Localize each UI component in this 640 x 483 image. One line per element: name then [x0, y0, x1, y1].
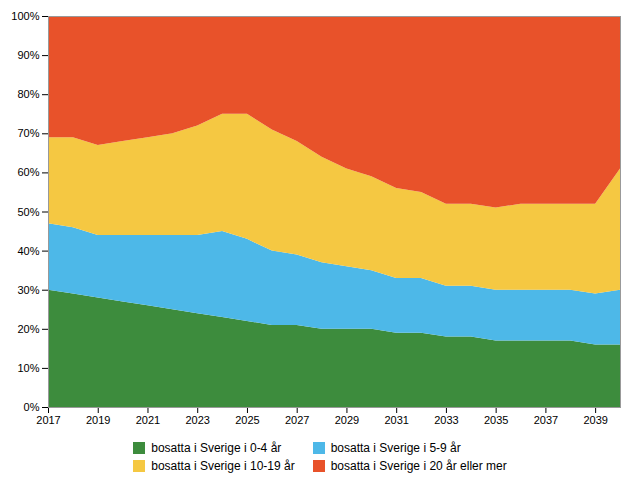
svg-text:70%: 70%: [17, 127, 39, 139]
svg-text:2019: 2019: [86, 414, 110, 426]
svg-text:2039: 2039: [583, 414, 607, 426]
svg-text:80%: 80%: [17, 88, 39, 100]
svg-text:2037: 2037: [534, 414, 558, 426]
svg-text:40%: 40%: [17, 245, 39, 257]
svg-text:2021: 2021: [136, 414, 160, 426]
html-text:bosatta i Sverige i 10-19 år: bosatta i Sverige i 10-19 år: [151, 459, 295, 473]
svg-text:2035: 2035: [484, 414, 508, 426]
svg-text:2031: 2031: [384, 414, 408, 426]
svg-text:0%: 0%: [24, 401, 40, 413]
svg-text:60%: 60%: [17, 166, 39, 178]
svg-text:90%: 90%: [17, 49, 39, 61]
svg-text:20%: 20%: [17, 323, 39, 335]
svg-text:10%: 10%: [17, 362, 39, 374]
svg-text:2029: 2029: [335, 414, 359, 426]
svg-text:2023: 2023: [185, 414, 209, 426]
svg-text:2025: 2025: [235, 414, 259, 426]
svg-text:30%: 30%: [17, 284, 39, 296]
svg-text:100%: 100%: [11, 10, 39, 22]
svg-text:50%: 50%: [17, 206, 39, 218]
html-text:bosatta i Sverige i 5-9 år: bosatta i Sverige i 5-9 år: [330, 441, 461, 455]
html-text:bosatta i Sverige i 20 år elle: bosatta i Sverige i 20 år eller mer: [330, 459, 507, 473]
svg-text:2027: 2027: [285, 414, 309, 426]
html-text:bosatta i Sverige i 0-4 år: bosatta i Sverige i 0-4 år: [151, 441, 282, 455]
svg-text:2033: 2033: [434, 414, 458, 426]
svg-text:2017: 2017: [36, 414, 60, 426]
